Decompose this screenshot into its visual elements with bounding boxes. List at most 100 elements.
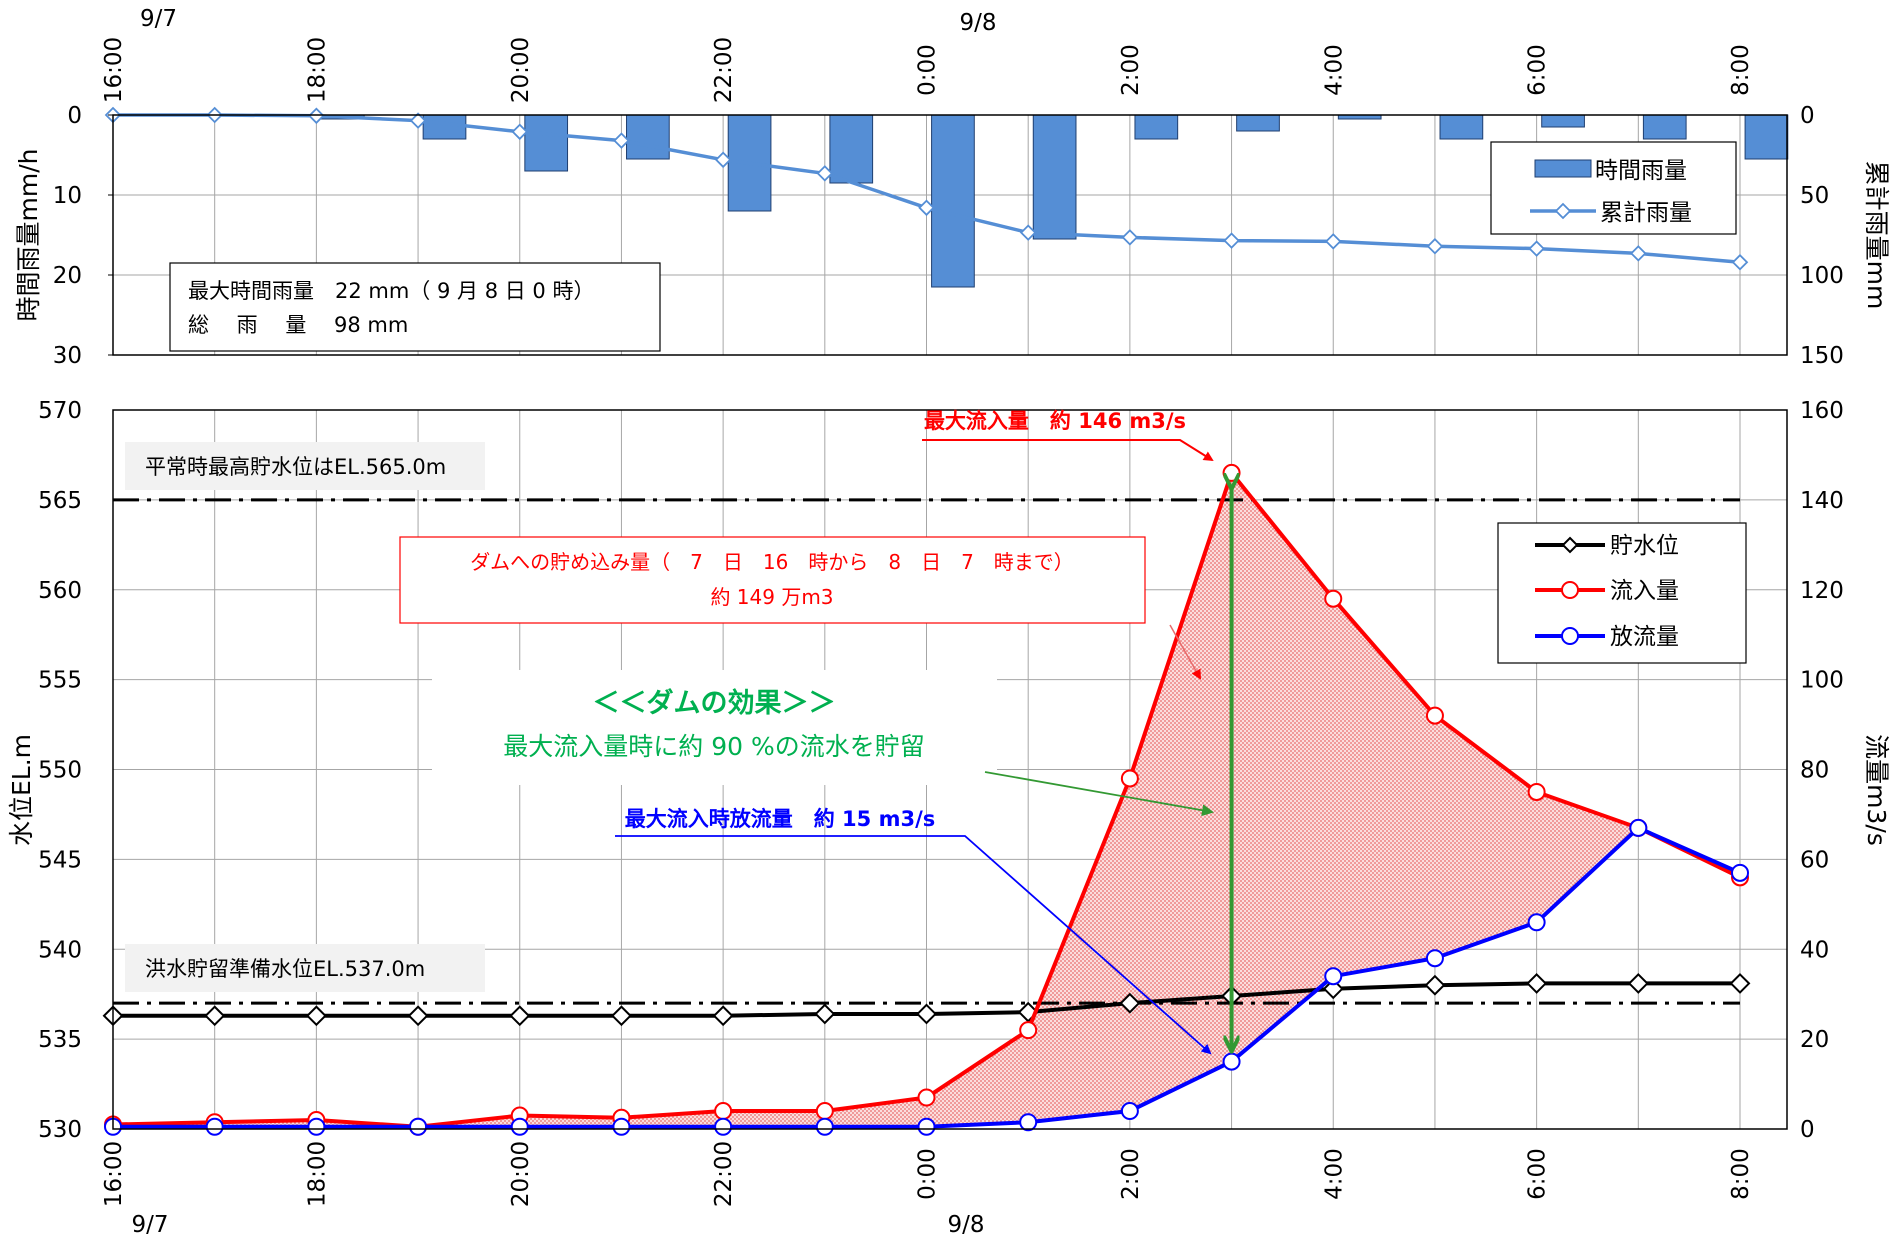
rainfall-time-tick-label: 18:00 [304, 37, 330, 103]
legend-label-inflow: 流入量 [1610, 578, 1679, 604]
cumulative-rainfall-point [613, 132, 630, 149]
rainfall-left-tick-label: 0 [67, 103, 82, 129]
water-level-tick-label: 540 [38, 937, 82, 963]
flow-rate-tick-label: 140 [1800, 488, 1844, 514]
rainfall-time-tick-label: 0:00 [915, 44, 941, 96]
outflow-point [815, 1117, 834, 1136]
inflow-point [1120, 769, 1139, 788]
inflow-point [1324, 589, 1343, 608]
water-level-tick-label: 530 [38, 1117, 82, 1143]
storage-volume-leader [1169, 624, 1201, 680]
rainfall-time-tick-label: 20:00 [508, 37, 534, 103]
release-at-max-leader [615, 835, 1212, 1055]
flow-rate-tick-label: 20 [1800, 1027, 1829, 1053]
rainfall-time-ticks: 16:00 18:00 20:00 22:00 0:00 2:00 4:00 6:00 8:00 [101, 37, 1754, 103]
legend-marker-outflow [1561, 627, 1579, 645]
cumulative-rainfall-point [1731, 253, 1749, 271]
max-inflow-text: 最大流入量 約 146 m3/s [924, 409, 1186, 433]
flow-rate-ticks: 0 20 40 60 80 100 120 140 160 [1800, 398, 1844, 1143]
legend-swatch-hourly-rainfall [1534, 159, 1592, 178]
reservoir-panel: 530 535 540 545 550 555 560 565 570 0 20 40 60 80 100… [7, 398, 1891, 1238]
rainfall-panel: 0 10 20 30 0 50 100 150 16:00 18:00 20:00 22:00 0:… [14, 6, 1891, 369]
hourly-rainfall-bar [1642, 114, 1687, 140]
flow-rate-axis-title: 流量m3/s [1862, 734, 1891, 846]
bottom-date-label-2: 9/8 [947, 1212, 984, 1238]
cumulative-rainfall-point [918, 199, 935, 217]
normal-max-level-text: 平常時最高貯水位はEL.565.0m [145, 455, 446, 479]
water-level-point [1424, 974, 1446, 996]
hourly-rainfall-bar [931, 114, 975, 288]
cumulative-rainfall-point [1223, 232, 1240, 249]
inflow-point [1425, 706, 1444, 725]
cumulative-rainfall-point [1630, 245, 1647, 262]
cumulative-rainfall-point [714, 151, 732, 169]
storage-volume-text-2: 約 149 万m3 [710, 585, 833, 609]
max-inflow-annotation: 最大流入量 約 146 m3/s [922, 409, 1214, 462]
outflow-point [714, 1117, 733, 1136]
water-level-tick-label: 550 [38, 758, 82, 784]
normal-max-level-label: 平常時最高貯水位はEL.565.0m [125, 442, 485, 490]
outflow-point [510, 1117, 529, 1136]
water-level-point [814, 1003, 836, 1025]
storage-volume-annotation: ダムへの貯め込み量（ 7 日 16 時から 8 日 7 時まで） 約 149 万… [399, 536, 1201, 680]
outflow-point [917, 1117, 936, 1136]
dam-effect-title: ＜＜ダムの効果＞＞ [593, 687, 836, 719]
flood-prep-level-label: 洪水貯留準備水位EL.537.0m [125, 944, 485, 992]
release-at-max-text: 最大流入時放流量 約 15 m3/s [625, 807, 936, 831]
water-level-tick-label: 555 [38, 668, 82, 694]
cumulative-rainfall-point [1528, 240, 1545, 257]
legend-marker-water-level [1561, 536, 1579, 554]
inflow-point [1527, 782, 1546, 801]
reservoir-time-tick-label: 4:00 [1321, 1148, 1347, 1200]
rainfall-right-tick-label: 50 [1800, 183, 1829, 209]
outflow-point [1425, 949, 1444, 968]
rainfall-right-tick-label: 0 [1800, 103, 1815, 129]
inflow-point [815, 1102, 834, 1121]
rainfall-time-tick-label: 4:00 [1321, 44, 1347, 96]
rainfall-summary-total: 総 雨 量 98 mm [188, 313, 408, 337]
outflow-point [1629, 818, 1648, 837]
water-level-tick-label: 545 [38, 847, 82, 873]
reservoir-time-ticks: 16:00 18:00 20:00 22:00 0:00 2:00 4:00 6:00 8:00 [101, 1141, 1754, 1207]
water-level-point [305, 1005, 327, 1027]
water-level-point [1729, 972, 1751, 994]
hourly-rainfall-bar [829, 114, 874, 184]
cumulative-rainfall-point [1121, 229, 1139, 246]
bottom-date-label-1: 9/7 [131, 1212, 168, 1238]
rainfall-right-axis-title: 累計雨量mm [1862, 161, 1891, 310]
flow-rate-tick-label: 40 [1800, 937, 1829, 963]
dam-effect-leader [984, 771, 1214, 817]
flow-rate-tick-label: 0 [1800, 1117, 1815, 1143]
reservoir-time-tick-label: 8:00 [1728, 1148, 1754, 1200]
legend-label-hourly-rainfall: 時間雨量 [1595, 158, 1687, 184]
rainfall-right-tick-label: 100 [1800, 263, 1844, 289]
flow-rate-tick-label: 100 [1800, 668, 1844, 694]
cumulative-rainfall-point [308, 107, 325, 125]
hourly-rainfall-bar [1439, 114, 1484, 140]
outflow-point [1731, 863, 1749, 882]
reservoir-time-tick-label: 0:00 [915, 1148, 941, 1200]
flow-rate-tick-label: 120 [1800, 578, 1844, 604]
dam-effect-annotation: ＜＜ダムの効果＞＞ 最大流入量時に約 90 %の流水を貯留 [432, 670, 1214, 817]
storage-volume-text-1: ダムへの貯め込み量（ 7 日 16 時から 8 日 7 時まで） [470, 550, 1074, 574]
reservoir-time-tick-label: 18:00 [304, 1141, 330, 1207]
rainfall-time-tick-label: 8:00 [1728, 44, 1754, 96]
reservoir-time-tick-label: 20:00 [508, 1141, 534, 1207]
outflow-point [612, 1117, 631, 1136]
rainfall-left-tick-label: 20 [53, 263, 82, 289]
rainfall-time-tick-label: 2:00 [1118, 44, 1144, 96]
cumulative-rainfall-point [1426, 237, 1444, 255]
hourly-rainfall-bar [422, 114, 467, 140]
inflow-point [714, 1102, 733, 1121]
inflow-point [1222, 463, 1241, 482]
inflow-point [1019, 1021, 1038, 1040]
hourly-rainfall-bar [1236, 114, 1280, 132]
hourly-rainfall-bar [1134, 114, 1179, 140]
water-level-axis-title: 水位EL.m [7, 734, 36, 846]
rainfall-summary-max: 最大時間雨量 22 mm（ 9 月 8 日 0 時） [188, 279, 594, 303]
reservoir-plot-frame [112, 409, 1788, 1130]
reservoir-time-tick-label: 22:00 [711, 1141, 737, 1207]
cumulative-rainfall-point [1324, 233, 1342, 250]
outflow-point [1019, 1113, 1038, 1132]
